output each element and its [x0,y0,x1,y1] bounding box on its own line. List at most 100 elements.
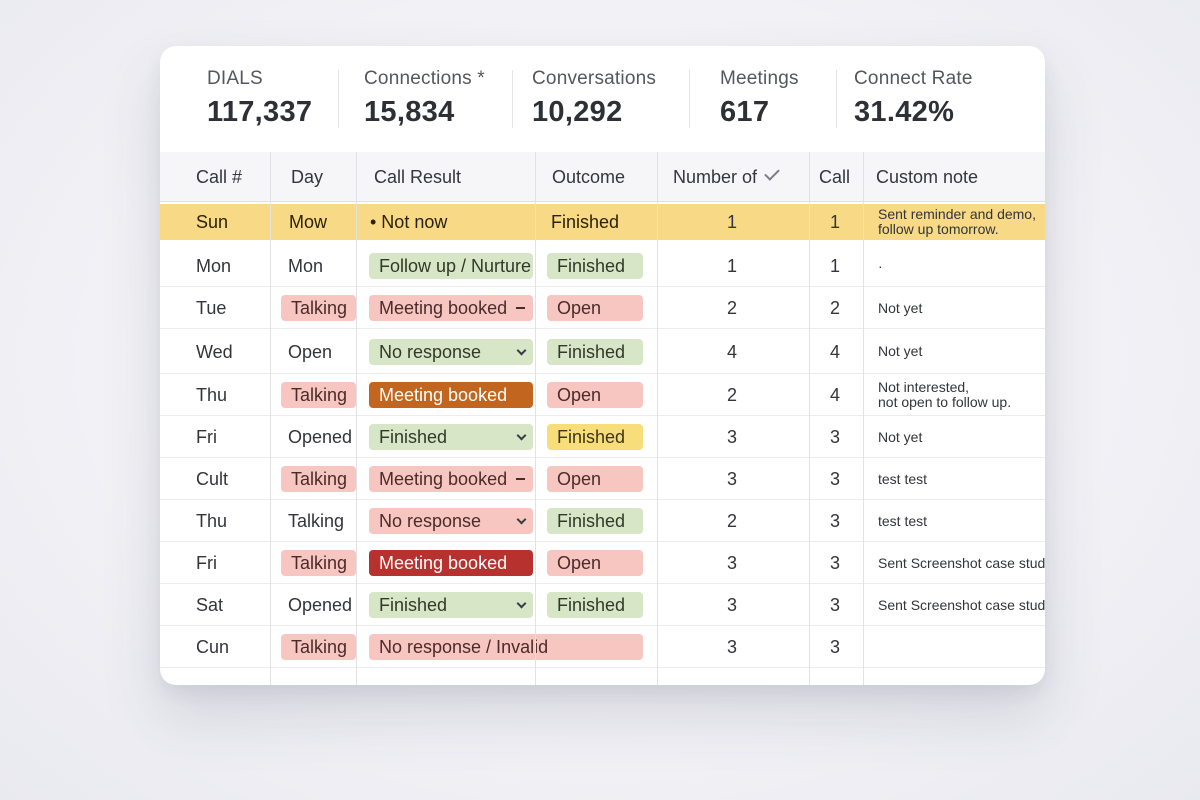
outcome-tag[interactable]: Finished [547,508,643,534]
column-header-number-of[interactable]: Number of [673,165,780,188]
number-of-cell: 3 [726,553,737,573]
outcome-tag[interactable]: Open [547,466,643,492]
day-tag[interactable]: Talking [281,466,356,492]
dash-icon[interactable] [516,478,525,480]
chevron-down-icon[interactable] [516,430,527,441]
call-result-label: Finished [379,595,448,615]
call-result-label: Meeting booked [379,469,508,489]
call-result-cell[interactable]: • Not now [370,212,448,232]
column-divider [270,152,271,685]
table-row[interactable]: Sat Opened Finished Finished 3 3 Sent Screensh… [160,584,1045,626]
column-header-call-result[interactable]: Call Result [374,167,462,187]
outcome-cell: Finished [551,212,620,232]
day-cell: Opened [288,595,353,615]
outcome-tag[interactable]: Finished [547,592,643,618]
call-number-cell: Sun [196,212,229,232]
call-number-cell: Mon [196,256,232,276]
outcome-tag[interactable]: Finished [547,253,643,279]
day-cell: Mon [288,256,324,276]
call-result-label: Follow up / Nurture [379,256,532,276]
table-row[interactable]: Thu Talking Meeting booked Open 2 4 Not intere… [160,374,1045,416]
number-of-cell: 3 [726,469,737,489]
table-row[interactable]: Cun Talking No response / Invalid 3 3 [160,626,1045,668]
column-divider [809,152,810,685]
column-header-number-of-label: Number of [673,167,758,187]
stat-divider [689,70,690,128]
call-number-cell: Wed [196,342,233,362]
number-of-cell: 1 [726,256,737,276]
custom-note-cell[interactable]: test test [878,514,927,529]
custom-note-cell[interactable]: Not yet [878,301,922,316]
column-divider [535,152,536,685]
custom-note-cell[interactable]: Not yet [878,344,922,359]
custom-note-cell[interactable]: Sent Screenshot case study [878,556,1045,571]
column-header-custom-note[interactable]: Custom note [876,167,979,187]
table-row[interactable]: Cult Talking Meeting booked Open 3 3 test test [160,458,1045,500]
call-result-select[interactable]: No response [369,339,533,365]
column-header-call[interactable]: Call [819,167,851,187]
custom-note-line: Not yet [878,429,923,445]
table-row[interactable]: Tue Talking Meeting booked Open 2 2 Not yet [160,287,1045,329]
outcome-tag[interactable]: Open [547,550,643,576]
number-of-cell: 2 [726,298,737,318]
stat-dials: DIALS 117,337 [207,68,312,129]
day-tag[interactable]: Talking [281,634,356,660]
chevron-down-icon[interactable] [516,514,527,525]
stat-label: Connections * [364,68,485,89]
custom-note-cell[interactable]: test test [878,472,927,487]
call-result-label: Meeting booked [379,385,508,405]
call-number-cell: Fri [196,427,217,447]
day-cell: Opened [288,427,353,447]
custom-note-cell[interactable]: Sent Screenshot case study [878,598,1045,613]
stat-value: 10,292 [532,96,623,128]
table-row[interactable]: Sun Mow • Not now Finished 1 1 Sent reminder a… [160,204,1045,240]
dash-icon[interactable] [516,307,525,309]
column-header-day[interactable]: Day [291,167,324,187]
call-number-cell: Cun [196,637,230,657]
call-result-select[interactable]: No response [369,508,533,534]
table-row[interactable]: Fri Opened Finished Finished 3 3 Not yet [160,416,1045,458]
chevron-down-icon[interactable] [516,345,527,356]
call-count-cell: 3 [829,469,840,489]
call-result-select[interactable]: No response / Invalid [369,634,643,660]
call-number-cell: Sat [196,595,224,615]
custom-note-cell[interactable]: Not yet [878,430,922,445]
call-result-select[interactable]: Finished [369,592,533,618]
number-of-cell: 3 [726,637,737,657]
column-header-call-number[interactable]: Call # [196,167,243,187]
chevron-down-icon[interactable] [516,598,527,609]
number-of-cell: 2 [726,385,737,405]
outcome-tag[interactable]: Finished [547,339,643,365]
call-result-select[interactable]: Meeting booked [369,466,533,492]
outcome-tag[interactable]: Open [547,295,643,321]
stat-divider [512,70,513,128]
day-tag[interactable]: Talking [281,382,356,408]
column-divider [657,152,658,685]
day-tag[interactable]: Talking [281,295,356,321]
call-result-select[interactable]: Finished [369,424,533,450]
table-row[interactable]: Fri Talking Meeting booked Open 3 3 Sent Scree… [160,542,1045,584]
outcome-tag[interactable]: Open [547,382,643,408]
call-result-select[interactable]: Meeting booked [369,550,533,576]
custom-note-cell[interactable]: Sent reminder and demo, follow up tomorro… [878,207,1036,237]
call-result-select[interactable]: Meeting booked [369,382,533,408]
outcome-tag[interactable]: Finished [547,424,643,450]
call-number-cell: Tue [196,298,227,318]
column-header-outcome[interactable]: Outcome [552,167,626,187]
stat-meetings: Meetings 617 [720,68,799,129]
stat-value: 31.42% [854,96,955,128]
custom-note-cell[interactable]: Not interested, not open to follow up. [878,380,1011,410]
custom-note-cell[interactable]: · [878,259,883,274]
table-row[interactable]: Mon Mon Follow up / Nurture Finished 1 1 · [160,245,1045,287]
call-result-select[interactable]: Meeting booked [369,295,533,321]
call-number-cell: Thu [196,511,228,531]
stat-divider [836,70,837,128]
day-tag[interactable]: Talking [281,550,356,576]
call-count-cell: 3 [829,427,840,447]
day-cell: Open [288,342,333,362]
call-result-label: No response / Invalid [379,637,549,657]
call-result-select[interactable]: Follow up / Nurture [369,253,533,279]
day-cell: Talking [288,511,345,531]
table-row[interactable]: Thu Talking No response Finished 2 3 test test [160,500,1045,542]
table-row[interactable]: Wed Open No response Finished 4 4 Not yet [160,329,1045,374]
